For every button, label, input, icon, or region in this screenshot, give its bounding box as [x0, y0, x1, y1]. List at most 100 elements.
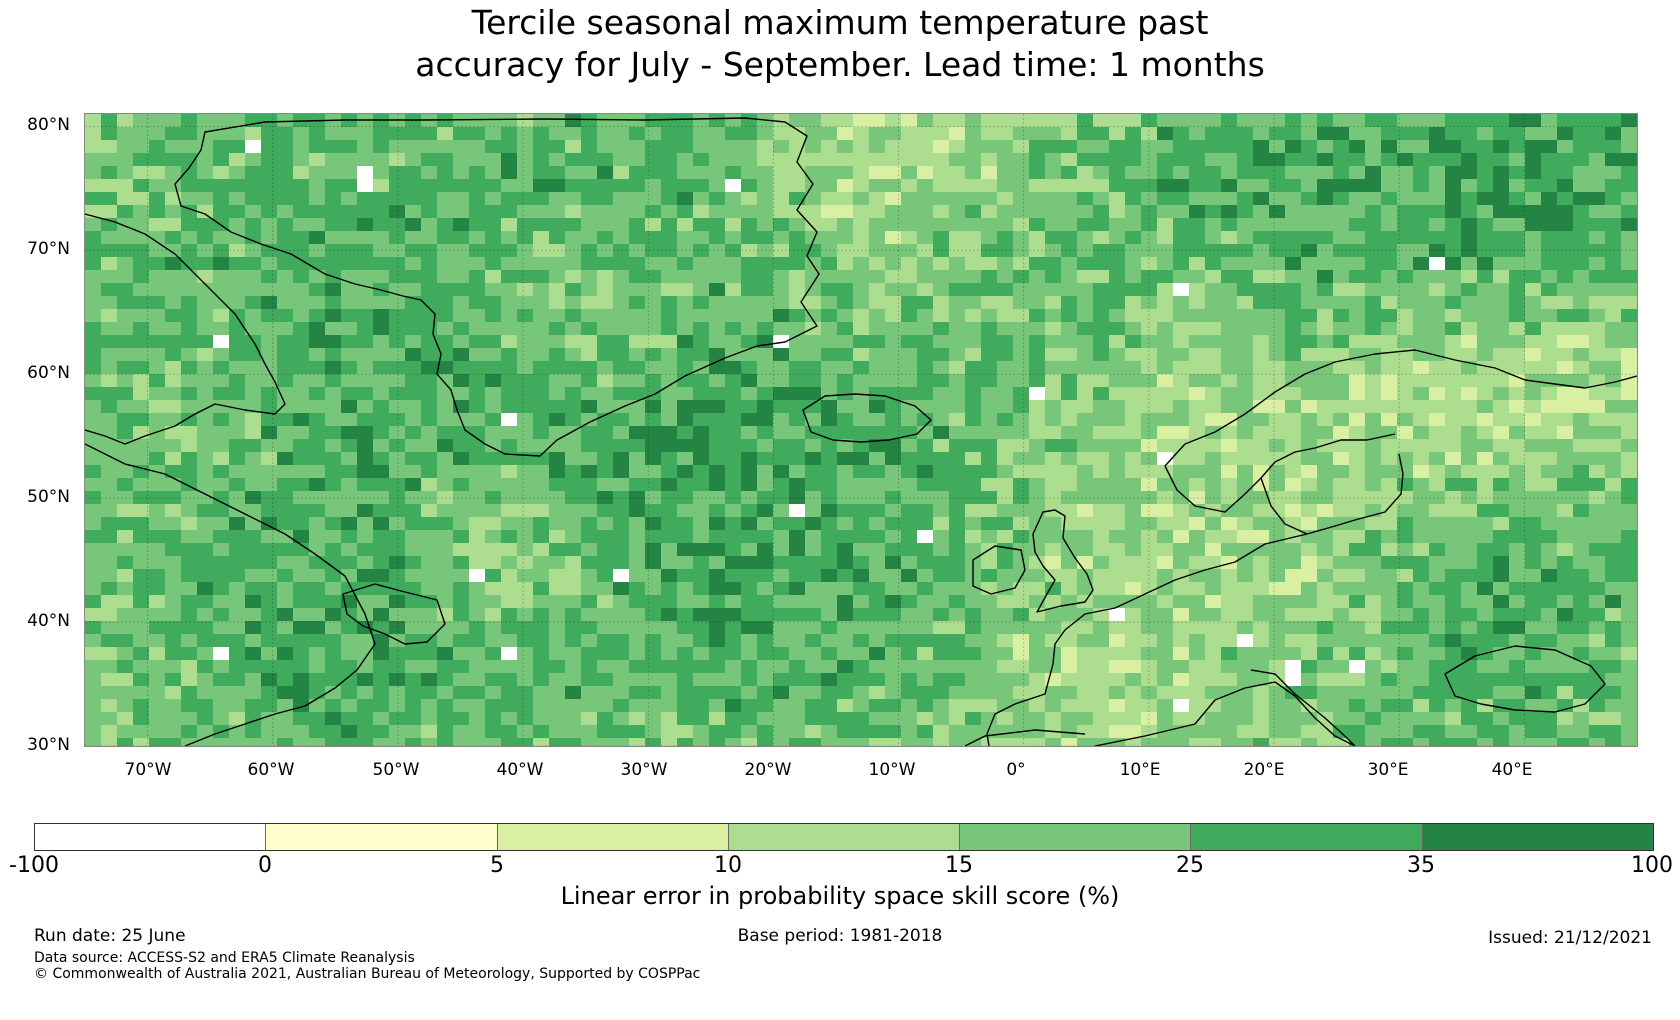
map-cell: [629, 699, 646, 713]
map-cell: [1173, 595, 1190, 609]
map-cell: [517, 296, 534, 310]
map-cell: [469, 569, 486, 583]
map-cell: [821, 231, 838, 245]
map-cell: [1045, 283, 1062, 297]
map-cell: [709, 673, 726, 687]
map-cell: [549, 348, 566, 362]
map-cell: [757, 231, 774, 245]
map-cell: [229, 582, 246, 596]
map-cell: [1093, 335, 1110, 349]
map-cell: [597, 348, 614, 362]
map-cell: [1173, 270, 1190, 284]
map-cell: [773, 387, 790, 401]
map-cell: [517, 309, 534, 323]
map-cell: [165, 452, 182, 466]
map-cell: [1045, 543, 1062, 557]
map-cell: [1477, 348, 1494, 362]
map-cell: [1445, 582, 1462, 596]
map-cell: [805, 465, 822, 479]
map-cell: [805, 140, 822, 154]
map-cell: [421, 296, 438, 310]
map-cell: [789, 530, 806, 544]
map-cell: [709, 387, 726, 401]
map-cell: [709, 595, 726, 609]
map-cell: [885, 517, 902, 531]
map-cell: [805, 439, 822, 453]
map-cell: [933, 140, 950, 154]
map-cell: [453, 205, 470, 219]
map-cell: [1589, 608, 1606, 622]
map-cell: [165, 348, 182, 362]
map-cell: [1365, 725, 1382, 739]
map-cell: [949, 140, 966, 154]
map-cell: [837, 400, 854, 414]
map-cell: [245, 686, 262, 700]
map-cell: [453, 296, 470, 310]
map-cell: [981, 387, 998, 401]
map-cell: [837, 179, 854, 193]
map-cell: [917, 660, 934, 674]
title-line-2: accuracy for July - September. Lead time…: [415, 45, 1265, 84]
map-cell: [565, 283, 582, 297]
map-cell: [837, 647, 854, 661]
map-cell: [1493, 465, 1510, 479]
map-cell: [389, 738, 406, 746]
map-cell: [1621, 504, 1637, 518]
map-cell: [1125, 114, 1142, 128]
map-cell: [1381, 374, 1398, 388]
map-cell: [1557, 140, 1574, 154]
map-cell: [1381, 686, 1398, 700]
map-cell: [1557, 647, 1574, 661]
map-cell: [341, 127, 358, 141]
map-cell: [549, 114, 566, 128]
map-cell: [165, 673, 182, 687]
map-cell: [1045, 244, 1062, 258]
map-cell: [1045, 426, 1062, 440]
map-cell: [277, 218, 294, 232]
map-cell: [85, 387, 102, 401]
map-cell: [85, 361, 102, 375]
map-cell: [197, 361, 214, 375]
map-cell: [1381, 413, 1398, 427]
map-cell: [469, 348, 486, 362]
map-cell: [757, 283, 774, 297]
map-cell: [933, 699, 950, 713]
map-cell: [1173, 153, 1190, 167]
map-cell: [1189, 296, 1206, 310]
map-cell: [469, 686, 486, 700]
map-cell: [245, 179, 262, 193]
map-cell: [1381, 491, 1398, 505]
map-cell: [133, 673, 150, 687]
map-cell: [357, 257, 374, 271]
map-cell: [1061, 114, 1078, 128]
map-cell: [1077, 634, 1094, 648]
map-cell: [1125, 257, 1142, 271]
map-cell: [677, 127, 694, 141]
map-cell: [1013, 478, 1030, 492]
map-cell: [581, 543, 598, 557]
map-cell: [837, 218, 854, 232]
map-cell: [197, 647, 214, 661]
lon-label-40w: 40°W: [496, 760, 544, 780]
map-cell: [581, 244, 598, 258]
map-cell: [1605, 517, 1622, 531]
map-cell: [869, 361, 886, 375]
map-cell: [597, 556, 614, 570]
map-cell: [373, 270, 390, 284]
map-cell: [213, 556, 230, 570]
map-cell: [1589, 647, 1606, 661]
map-cell: [949, 283, 966, 297]
map-cell: [1109, 725, 1126, 739]
map-cell: [1413, 699, 1430, 713]
map-cell: [757, 166, 774, 180]
map-cell: [837, 686, 854, 700]
map-cell: [1413, 179, 1430, 193]
map-cell: [1541, 530, 1558, 544]
map-cell: [501, 530, 518, 544]
map-cell: [1205, 465, 1222, 479]
map-cell: [1125, 530, 1142, 544]
map-cell: [997, 309, 1014, 323]
map-cell: [149, 218, 166, 232]
map-cell: [997, 361, 1014, 375]
map-cell: [869, 647, 886, 661]
